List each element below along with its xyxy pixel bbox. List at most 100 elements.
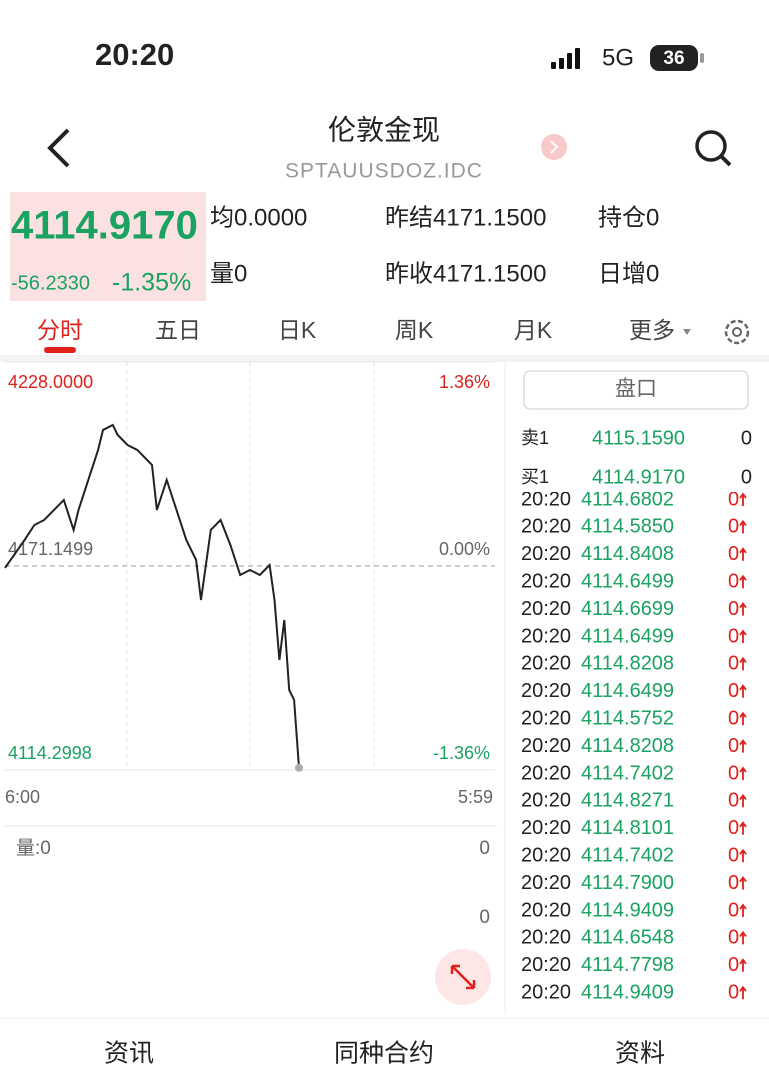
tab[interactable]: 更多 (629, 317, 675, 343)
bottom-tab[interactable]: 同种合约 (334, 1040, 434, 1068)
trade-arrow (739, 766, 747, 780)
trade-price: 4114.9409 (581, 981, 674, 1003)
price-change-pct: -1.35% (112, 269, 191, 297)
trade-arrow (739, 492, 747, 506)
trade-time: 20:20 (521, 543, 571, 565)
trade-price: 4114.6548 (581, 927, 674, 949)
trade-time: 20:20 (521, 516, 571, 538)
quote-stat: 量0 (210, 260, 247, 287)
trade-volume: 0 (728, 927, 739, 949)
trade-price: 4114.8208 (581, 653, 674, 675)
trade-volume: 0 (728, 872, 739, 894)
trade-volume: 0 (728, 762, 739, 784)
tab[interactable]: 周K (395, 317, 434, 343)
trade-price: 4114.8208 (581, 735, 674, 757)
trade-volume: 0 (728, 516, 739, 538)
trade-price: 4114.7402 (581, 762, 674, 784)
bottom-tab[interactable]: 资料 (615, 1040, 665, 1068)
trade-arrow (739, 602, 747, 616)
trade-time: 20:20 (521, 954, 571, 976)
trade-time: 20:20 (521, 762, 571, 784)
battery-level: 36 (663, 48, 684, 69)
divider (0, 355, 769, 362)
y2-tick-label: -1.36% (433, 743, 490, 763)
trade-arrow (739, 656, 747, 671)
trade-time: 20:20 (521, 790, 571, 812)
trade-time: 20:20 (521, 707, 571, 729)
trade-arrow (739, 903, 747, 917)
level-label: 买1 (521, 467, 549, 487)
volume-label: 量:0 (16, 838, 51, 859)
search-button[interactable] (695, 130, 732, 167)
price-line (4, 423, 300, 768)
trade-volume: 0 (728, 488, 739, 510)
next-arrow (550, 140, 559, 154)
trade-volume: 0 (728, 899, 739, 921)
trade-volume: 0 (728, 625, 739, 647)
trade-arrow (739, 629, 747, 643)
trade-time: 20:20 (521, 844, 571, 866)
back-button[interactable] (47, 128, 70, 168)
tab[interactable]: 分时 (37, 317, 83, 343)
quote-stat: 持仓0 (598, 204, 659, 231)
trade-arrow (739, 848, 747, 863)
trade-volume: 0 (728, 817, 739, 839)
status-time: 20:20 (95, 37, 174, 72)
price-box (10, 192, 206, 301)
trade-time: 20:20 (521, 680, 571, 702)
trade-volume: 0 (728, 707, 739, 729)
trade-volume: 0 (728, 981, 739, 1003)
quote-stat: 昨收4171.1500 (385, 260, 546, 287)
settings-button[interactable] (724, 319, 750, 345)
y2-tick-label: 0.00% (439, 539, 490, 559)
status-network: 5G (602, 44, 634, 71)
last-point (295, 763, 303, 772)
page-title: 伦敦金现 (328, 114, 440, 145)
trade-time: 20:20 (521, 488, 571, 510)
x-tick-label: 6:00 (5, 787, 40, 807)
tab[interactable]: 月K (514, 317, 553, 343)
trade-arrow (739, 547, 747, 561)
trade-volume: 0 (728, 598, 739, 620)
volume-tick: 0 (479, 838, 490, 859)
order-book-button[interactable] (523, 370, 749, 410)
battery-icon (650, 45, 698, 71)
trade-volume: 0 (728, 543, 739, 565)
trade-time: 20:20 (521, 872, 571, 894)
next-button[interactable] (541, 134, 567, 160)
trade-time: 20:20 (521, 817, 571, 839)
trade-price: 4114.9409 (581, 899, 674, 921)
trade-price: 4114.6802 (581, 488, 674, 510)
trade-volume: 0 (728, 653, 739, 675)
tab[interactable]: 五日 (155, 317, 201, 343)
trade-price: 4114.7798 (581, 954, 674, 976)
more-caret (683, 329, 691, 335)
trade-volume: 0 (728, 735, 739, 757)
level-volume: 0 (741, 466, 752, 488)
trade-time: 20:20 (521, 653, 571, 675)
quote-stat: 均0.0000 (210, 204, 307, 231)
trade-price: 4114.5752 (581, 707, 674, 729)
level-price: 4114.9170 (592, 466, 685, 488)
trade-price: 4114.8271 (581, 790, 674, 812)
bottom-tab[interactable]: 资讯 (104, 1040, 154, 1068)
trade-price: 4114.8408 (581, 543, 674, 565)
tab[interactable]: 日K (278, 317, 317, 343)
quote-stat: 日增0 (598, 260, 659, 287)
y2-tick-label: 1.36% (439, 372, 490, 392)
order-book-button-label: 盘口 (615, 378, 657, 401)
trade-price: 4114.6699 (581, 598, 674, 620)
trade-volume: 0 (728, 790, 739, 812)
trade-volume: 0 (728, 570, 739, 592)
price-change: -56.2330 (11, 272, 90, 294)
trade-time: 20:20 (521, 899, 571, 921)
trade-arrow (739, 821, 747, 835)
last-price: 4114.9170 (11, 204, 198, 248)
trade-volume: 0 (728, 680, 739, 702)
trade-price: 4114.7402 (581, 844, 674, 866)
trade-list: 20:20 4114.6802 0 20:20 4114.5850 0 20:20 4114.… (521, 488, 747, 1003)
expand-button[interactable] (435, 949, 491, 1005)
y-tick-label: 4114.2998 (8, 743, 92, 763)
level-price: 4115.1590 (592, 427, 685, 449)
